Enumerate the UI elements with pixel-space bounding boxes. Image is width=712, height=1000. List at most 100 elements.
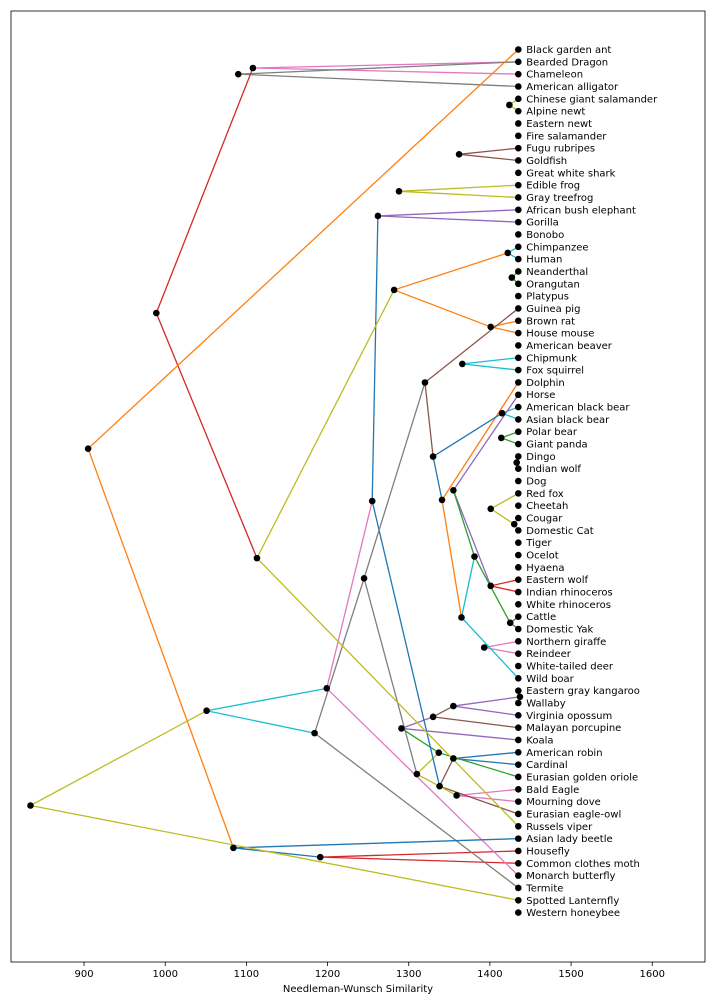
leaf-label: Edible frog (526, 181, 580, 192)
dendrogram-link (489, 492, 519, 525)
merge-node-marker (450, 702, 457, 710)
leaf-label: Termite (525, 883, 563, 894)
leaf-label: Eastern wolf (526, 575, 588, 586)
leaf-marker (515, 181, 522, 189)
x-tick-label: 1400 (477, 969, 502, 980)
leaf-marker (515, 169, 522, 177)
leaf-label: White-tailed deer (526, 662, 614, 673)
leaf-marker (515, 724, 522, 731)
leaf-marker (515, 514, 522, 522)
dendrogram-link (320, 850, 519, 864)
leaf-label: Cougar (526, 514, 563, 525)
leaf-marker (515, 268, 522, 275)
leaf-markers (515, 46, 522, 916)
dendrogram-link (432, 412, 503, 501)
merge-node-marker (234, 70, 242, 78)
leaf-label: Asian lady beetle (526, 834, 612, 845)
leaf-marker (515, 539, 522, 546)
x-tick-label: 900 (75, 969, 94, 980)
leaf-marker (515, 157, 522, 164)
leaf-marker (515, 305, 522, 312)
dendrogram-link (453, 751, 519, 766)
merge-node-marker (360, 574, 368, 582)
merge-node-marker (450, 486, 457, 494)
dendrogram-link (326, 500, 519, 877)
leaf-marker (515, 243, 522, 251)
leaf-label: Eastern gray kangaroo (526, 686, 640, 697)
merge-node-marker (471, 553, 478, 560)
leaf-label: Russels viper (526, 822, 593, 833)
node-markers (27, 64, 524, 861)
leaf-label: Malayan porcupine (526, 723, 621, 734)
leaf-label: American alligator (526, 82, 619, 93)
leaf-label: Wallaby (526, 698, 565, 709)
merge-node-marker (498, 409, 506, 417)
leaf-label: Eurasian golden oriole (526, 772, 638, 783)
leaf-marker (515, 502, 522, 510)
leaf-label: Fox squirrel (526, 366, 584, 377)
leaf-marker (515, 872, 522, 879)
dendrogram-link (453, 696, 521, 716)
leaf-marker (515, 712, 522, 719)
leaf-label: Human (526, 255, 562, 266)
merge-node-marker (497, 434, 505, 442)
leaf-label: Orangutan (526, 279, 580, 290)
leaf-marker (515, 83, 522, 90)
merge-node-marker (398, 725, 405, 732)
leaf-marker (515, 391, 522, 399)
leaf-label: Chameleon (526, 70, 583, 81)
leaf-label: Polar bear (526, 427, 578, 438)
x-tick-label: 1500 (558, 969, 583, 980)
leaf-marker (515, 638, 522, 645)
leaf-label: Eurasian eagle-owl (526, 809, 621, 820)
dendrogram-link (155, 67, 258, 559)
leaf-label: Asian black bear (526, 415, 610, 426)
leaf-label: Fire salamander (526, 131, 607, 142)
leaf-label: Common clothes moth (526, 859, 640, 870)
leaf-marker (515, 822, 522, 830)
leaf-label: Dolphin (526, 378, 564, 389)
merge-node-marker (27, 802, 34, 809)
x-axis-ticks: 900 1000 1100 1200 1300 1400 1500 1600 (75, 962, 665, 980)
leaf-label: Eastern newt (526, 119, 592, 130)
dendrogram-link (206, 687, 327, 734)
dendrogram-link (458, 147, 519, 162)
leaf-marker (515, 317, 522, 325)
merge-node-marker (311, 729, 318, 737)
leaf-marker (515, 786, 522, 793)
leaf-marker (515, 835, 522, 842)
merge-node-marker (506, 619, 514, 627)
x-tick-label: 1300 (396, 969, 421, 980)
leaf-label: Ocelot (526, 551, 558, 562)
merge-node-marker (316, 853, 324, 861)
leaf-label: House mouse (526, 329, 594, 340)
leaf-label: Hyaena (526, 563, 564, 574)
dendrogram-link (87, 49, 519, 849)
leaf-label: Fugu rubripes (526, 144, 595, 155)
merge-node-marker (504, 249, 512, 257)
leaf-marker (515, 366, 522, 374)
leaf-marker (515, 798, 522, 805)
dendrogram-link (424, 307, 519, 457)
merge-node-marker (413, 770, 421, 778)
plot-frame (10, 10, 706, 963)
leaf-label: Chimpanzee (526, 242, 588, 253)
leaf-label: Gorilla (526, 218, 558, 229)
dendrogram-link (377, 209, 519, 223)
merge-node-marker (374, 212, 382, 220)
leaf-marker (515, 773, 522, 781)
merge-node-marker (436, 782, 443, 790)
leaf-marker (515, 231, 522, 238)
leaf-marker (515, 551, 522, 559)
dendrogram-link (256, 289, 519, 827)
leaf-marker (515, 699, 522, 707)
dendrogram-link (371, 215, 441, 787)
leaf-label: Domestic Cat (526, 526, 593, 537)
dendrogram-link (452, 490, 511, 624)
leaf-label: Gray treefrog (526, 193, 593, 204)
leaf-label: American robin (526, 748, 602, 759)
leaf-marker (515, 206, 522, 214)
merge-node-marker (455, 151, 463, 158)
leaf-label: Mourning dove (526, 797, 601, 808)
leaf-marker (515, 329, 522, 337)
